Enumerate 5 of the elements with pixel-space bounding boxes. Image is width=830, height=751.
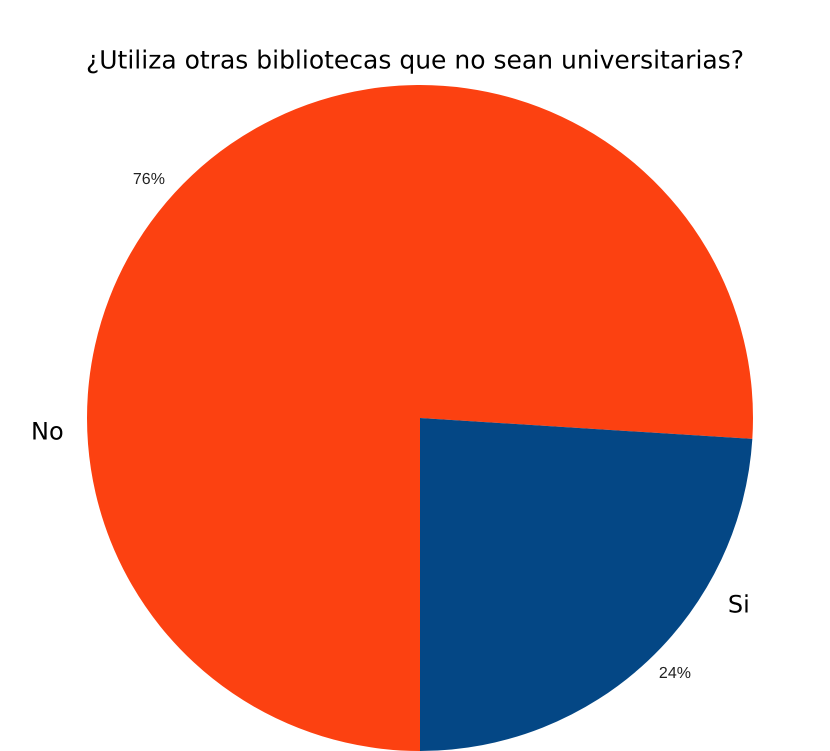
slice-label: Si xyxy=(728,590,750,619)
data-label: 76% xyxy=(132,171,165,188)
slice-label: No xyxy=(31,418,64,446)
chart-title: ¿Utiliza otras bibliotecas que no sean universitarias? xyxy=(86,46,744,74)
data-label: 24% xyxy=(658,664,691,682)
